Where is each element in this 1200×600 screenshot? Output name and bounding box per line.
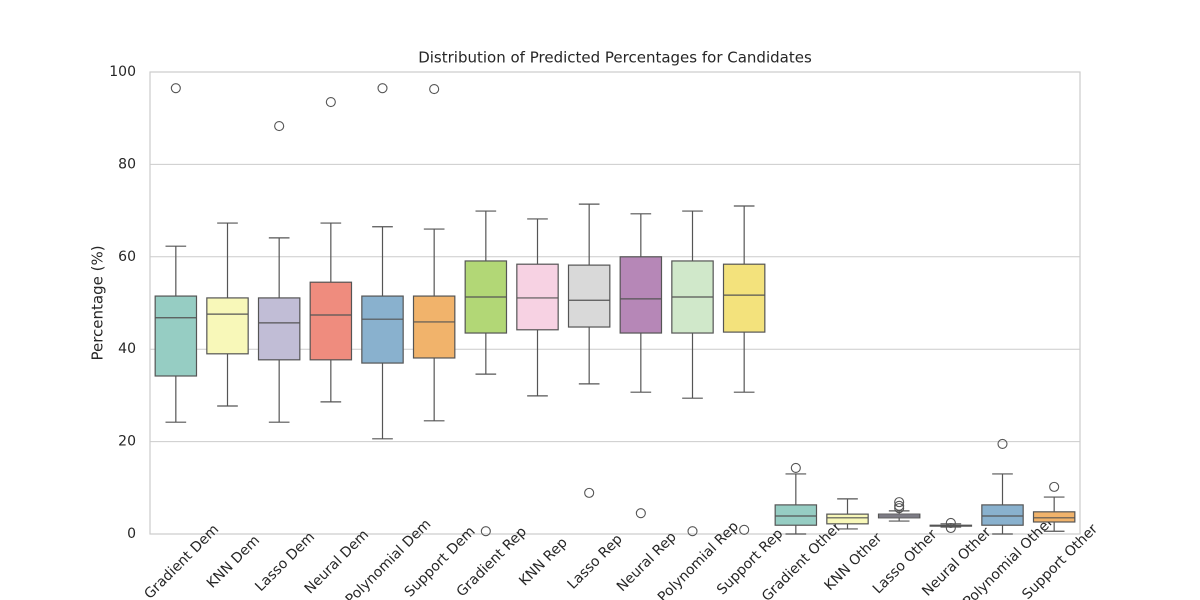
y-tick-label: 100 [109, 64, 136, 80]
outlier [997, 438, 1008, 449]
outlier [480, 526, 491, 537]
outlier [945, 517, 956, 528]
box [981, 504, 1024, 526]
y-tick-label: 80 [118, 156, 136, 172]
outlier [274, 121, 285, 132]
y-tick-label: 40 [118, 341, 136, 357]
outlier [894, 497, 905, 508]
box [206, 297, 249, 355]
outlier [584, 487, 595, 498]
box [1032, 511, 1076, 523]
x-tick-label: KNN Rep [516, 535, 571, 590]
box [619, 256, 663, 334]
box [412, 295, 456, 359]
outlier [635, 508, 646, 519]
outlier [739, 524, 750, 535]
outlier [894, 503, 905, 514]
outlier [687, 526, 698, 537]
outlier [377, 83, 388, 94]
box [826, 513, 869, 525]
y-tick-label: 60 [118, 249, 136, 265]
box [361, 295, 404, 364]
x-tick-label: Gradient Dem [141, 522, 222, 600]
box [722, 263, 766, 333]
outlier [790, 462, 801, 473]
box [516, 263, 559, 331]
outlier [325, 96, 336, 108]
box [154, 295, 198, 377]
outlier [170, 83, 181, 94]
chart-title: Distribution of Predicted Percentages fo… [418, 49, 812, 67]
box [774, 504, 818, 526]
plot-frame [149, 71, 1081, 535]
y-tick-label: 0 [127, 526, 136, 542]
y-axis-label: Percentage (%) [89, 245, 107, 360]
box [309, 281, 353, 361]
outlier [429, 84, 440, 95]
box [567, 264, 611, 328]
y-tick-label: 20 [118, 434, 136, 450]
outlier [945, 522, 956, 534]
box [257, 297, 301, 361]
outlier [894, 500, 905, 511]
outlier [1049, 481, 1060, 492]
